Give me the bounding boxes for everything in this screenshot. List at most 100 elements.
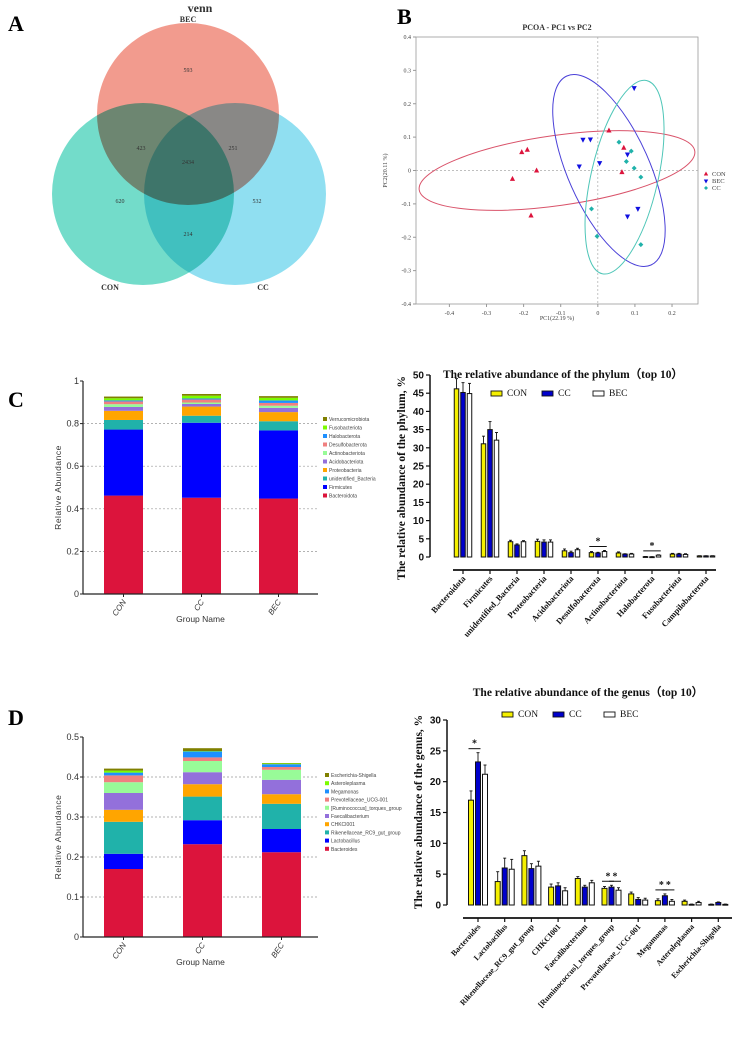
bar-segment-bec-verrucomicrobiota <box>259 396 298 398</box>
bar-segment-bec-rikenellaceae-rc9-gut-group <box>262 803 301 829</box>
data-point-cc <box>616 139 622 145</box>
legend-swatch-megamonas <box>325 789 329 794</box>
y-tick-label: 5 <box>435 870 441 881</box>
bar-segment-con-ruminococcus-torques-group <box>104 782 143 793</box>
y-axis-label: The relative abundance of the genus, % <box>413 715 425 909</box>
bar-segment-cc-prevotellaceae-ucg-001 <box>183 757 222 761</box>
bar-escherichia-shigella-bec <box>722 903 729 906</box>
bar-asteroleplasma-bec <box>695 902 702 906</box>
y-tick-label: -0.2 <box>402 235 412 241</box>
bar-segment-bec-bacteroides <box>262 852 301 937</box>
bar-segment-con-desulfobacterota <box>104 401 143 405</box>
genus-stacked-chart: 0 0.1 0.2 0.3 0.4 0.5 CON CC BEC Group Name Relati… <box>53 732 402 967</box>
significance-star: * <box>606 871 611 882</box>
y-tick-label: 10 <box>413 516 425 527</box>
bar-segment-cc-unidentified-bacteria <box>182 415 221 423</box>
legend-swatch-verrucomicrobiota <box>323 417 327 421</box>
y-tick-label: 0 <box>74 932 79 942</box>
legend-label-bec: BEC <box>712 178 725 185</box>
data-point-con <box>606 127 612 133</box>
data-point-bec <box>624 152 631 158</box>
legend-swatch-actinobacteriota <box>323 451 327 455</box>
pcoa-title: PCOA - PC1 vs PC2 <box>522 23 591 32</box>
legend-label-con: CON <box>518 710 538 720</box>
y-tick-label: 35 <box>413 425 425 436</box>
x-axis-label: Group Name <box>176 614 225 624</box>
significance-star: * <box>659 880 664 891</box>
bar-segment-cc-desulfobacterota <box>182 399 221 403</box>
bar-segment-con-faecalibacterium <box>104 793 143 810</box>
venn-count-cc-only: 532 <box>253 199 262 205</box>
y-tick-label: 0 <box>435 901 441 912</box>
legend-swatch-proteobacteria <box>323 468 327 472</box>
bar-actinobacteriota-con <box>615 552 622 558</box>
legend-swatch-bec <box>603 711 616 718</box>
bar-segment-cc-chkci001 <box>183 784 222 797</box>
bar-unidentified-bacteria-bec <box>520 541 527 558</box>
y-tick-label: 15 <box>413 498 425 509</box>
y-tick-label: 45 <box>413 389 425 400</box>
panel-label-a: A <box>8 11 24 36</box>
venn-count-bec-con: 423 <box>137 146 146 152</box>
bar-desulfobacterota-cc <box>595 552 601 558</box>
bar-segment-con-chkci001 <box>104 809 143 822</box>
bar-proteobacteria-cc <box>541 541 547 558</box>
bar-halobacterota-bec <box>655 554 662 558</box>
legend-label-con: CON <box>712 171 726 178</box>
venn-set-label-con: CON <box>101 283 119 292</box>
bar-halobacterota-con <box>642 556 649 558</box>
data-point-bec <box>597 161 603 167</box>
x-tick-label: -0.2 <box>519 311 529 317</box>
y-tick-label: 1 <box>74 376 79 386</box>
bar-segment-cc-firmicutes <box>182 422 221 498</box>
data-point-con <box>533 167 540 173</box>
legend-swatch-bacteroidota <box>323 493 327 498</box>
legend-marker-cc <box>704 186 708 190</box>
bar-actinobacteriota-cc <box>622 553 628 558</box>
genus-grouped-chart: The relative abundance of the genus（top … <box>413 685 732 1009</box>
bar-fusobacteriota-con <box>669 553 676 558</box>
legend-marker-con <box>703 171 709 176</box>
bar-faecalibacterium-cc <box>581 886 588 906</box>
y-tick-label: 40 <box>413 407 425 418</box>
panel-label-d: D <box>8 705 24 730</box>
y-axis-label: The relative abundance of the phylum, % <box>396 376 408 580</box>
legend-label-bacteroides: Bacteroides <box>331 847 358 853</box>
data-point-bec <box>635 206 641 212</box>
bar-segment-bec-acidobacteriota <box>259 407 298 413</box>
bar-segment-cc-faecalibacterium <box>183 772 222 785</box>
bar-segment-bec-halobacterota <box>259 400 298 403</box>
bar-segment-con-actinobacteriota <box>104 404 143 407</box>
chart-title: The relative abundance of the phylum（top… <box>443 367 683 381</box>
y-tick-label: 0.4 <box>66 772 79 782</box>
bar-segment-cc-fusobacteriota <box>182 395 221 399</box>
y-axis-label: Relative Abundance <box>53 445 63 530</box>
bar-segment-bec-bacteroidota <box>259 498 298 594</box>
x-tick-label: CC <box>193 941 207 956</box>
data-point-cc <box>631 165 637 171</box>
venn-set-label-bec: BEC <box>180 15 197 24</box>
bar-segment-cc-bacteroides <box>183 844 222 937</box>
data-point-cc <box>623 158 629 164</box>
bar-segment-bec-desulfobacterota <box>259 402 298 406</box>
data-point-con <box>524 146 530 152</box>
bar-asteroleplasma-con <box>681 900 688 906</box>
bar-desulfobacterota-bec <box>601 551 608 558</box>
bar-megamonas-bec <box>668 900 675 906</box>
bar-segment-bec-ruminococcus-torques-group <box>262 769 301 780</box>
bar-bacteroidota-con <box>453 388 460 558</box>
bar-campilobacterota-con <box>696 555 703 558</box>
legend-swatch-rikenellaceae-rc9-gut-group <box>325 830 329 835</box>
y-tick-label: 0 <box>408 169 411 175</box>
bar-acidobacteriota-con <box>561 550 568 558</box>
bar-segment-con-escherichia-shigella <box>104 768 143 771</box>
bar-proteobacteria-con <box>534 540 541 558</box>
bar-fusobacteriota-bec <box>682 553 689 558</box>
y-tick-label: 30 <box>430 716 442 727</box>
bar-actinobacteriota-bec <box>628 553 635 558</box>
bar-campilobacterota-bec <box>709 555 716 558</box>
legend-label-acidobacteriota: Acidobacteriota <box>329 460 364 466</box>
confidence-ellipse-cc <box>584 79 665 275</box>
y-tick-label: 0.5 <box>66 732 79 742</box>
bar-segment-con-fusobacteriota <box>104 398 143 401</box>
